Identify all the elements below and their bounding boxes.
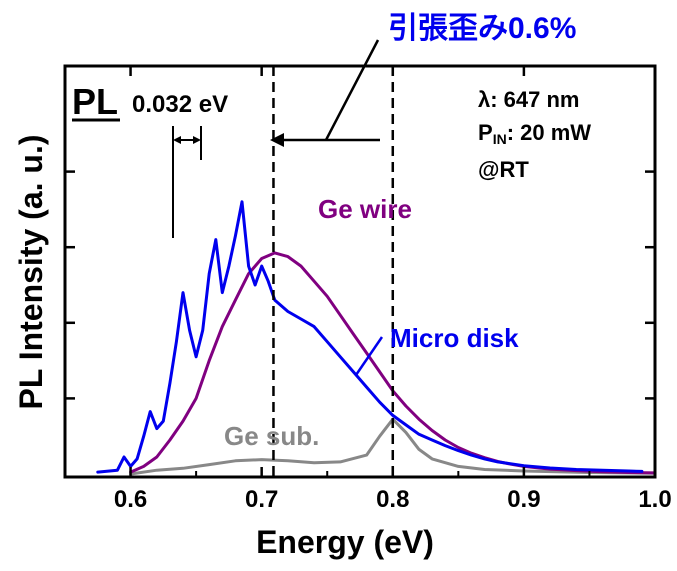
y-axis-label: PL Intensity (a. u.) xyxy=(13,135,49,410)
mode-arrowhead-left xyxy=(173,136,181,144)
pl-label: PL xyxy=(72,81,118,122)
x-tick-label: 0.7 xyxy=(245,486,278,513)
vline-layer xyxy=(272,66,395,477)
x-axis-label: Energy (eV) xyxy=(256,524,434,560)
label-ge-sub: Ge sub. xyxy=(224,421,319,451)
x-tick-label: 0.9 xyxy=(507,486,540,513)
tick-layer: 0.6 0.7 0.8 0.9 1.0 xyxy=(64,66,672,513)
strain-pointer-line xyxy=(324,39,380,141)
pin-subscript: IN xyxy=(493,131,507,147)
temperature-text: @RT xyxy=(478,157,529,182)
pin-label: PIN: 20 mW xyxy=(478,120,591,147)
mode-spacing-label: 0.032 eV xyxy=(132,91,228,118)
plot-frame xyxy=(63,64,657,479)
series-ge-sub-line xyxy=(129,417,657,476)
strain-title: 引張歪み0.6% xyxy=(388,12,576,45)
x-tick-label: 0.8 xyxy=(376,486,409,513)
wavelength-text: λ: 647 nm xyxy=(478,87,580,112)
label-ge-wire: Ge wire xyxy=(318,194,412,224)
x-tick-label: 1.0 xyxy=(638,486,671,513)
label-micro-disk: Micro disk xyxy=(390,323,519,353)
series-micro-disk-line xyxy=(96,200,644,474)
micro-disk-pointer xyxy=(354,336,384,376)
x-tick-label: 0.6 xyxy=(114,486,147,513)
mode-arrowhead-right xyxy=(193,136,201,144)
series-layer xyxy=(96,200,657,476)
strain-arrow-head xyxy=(270,133,284,147)
